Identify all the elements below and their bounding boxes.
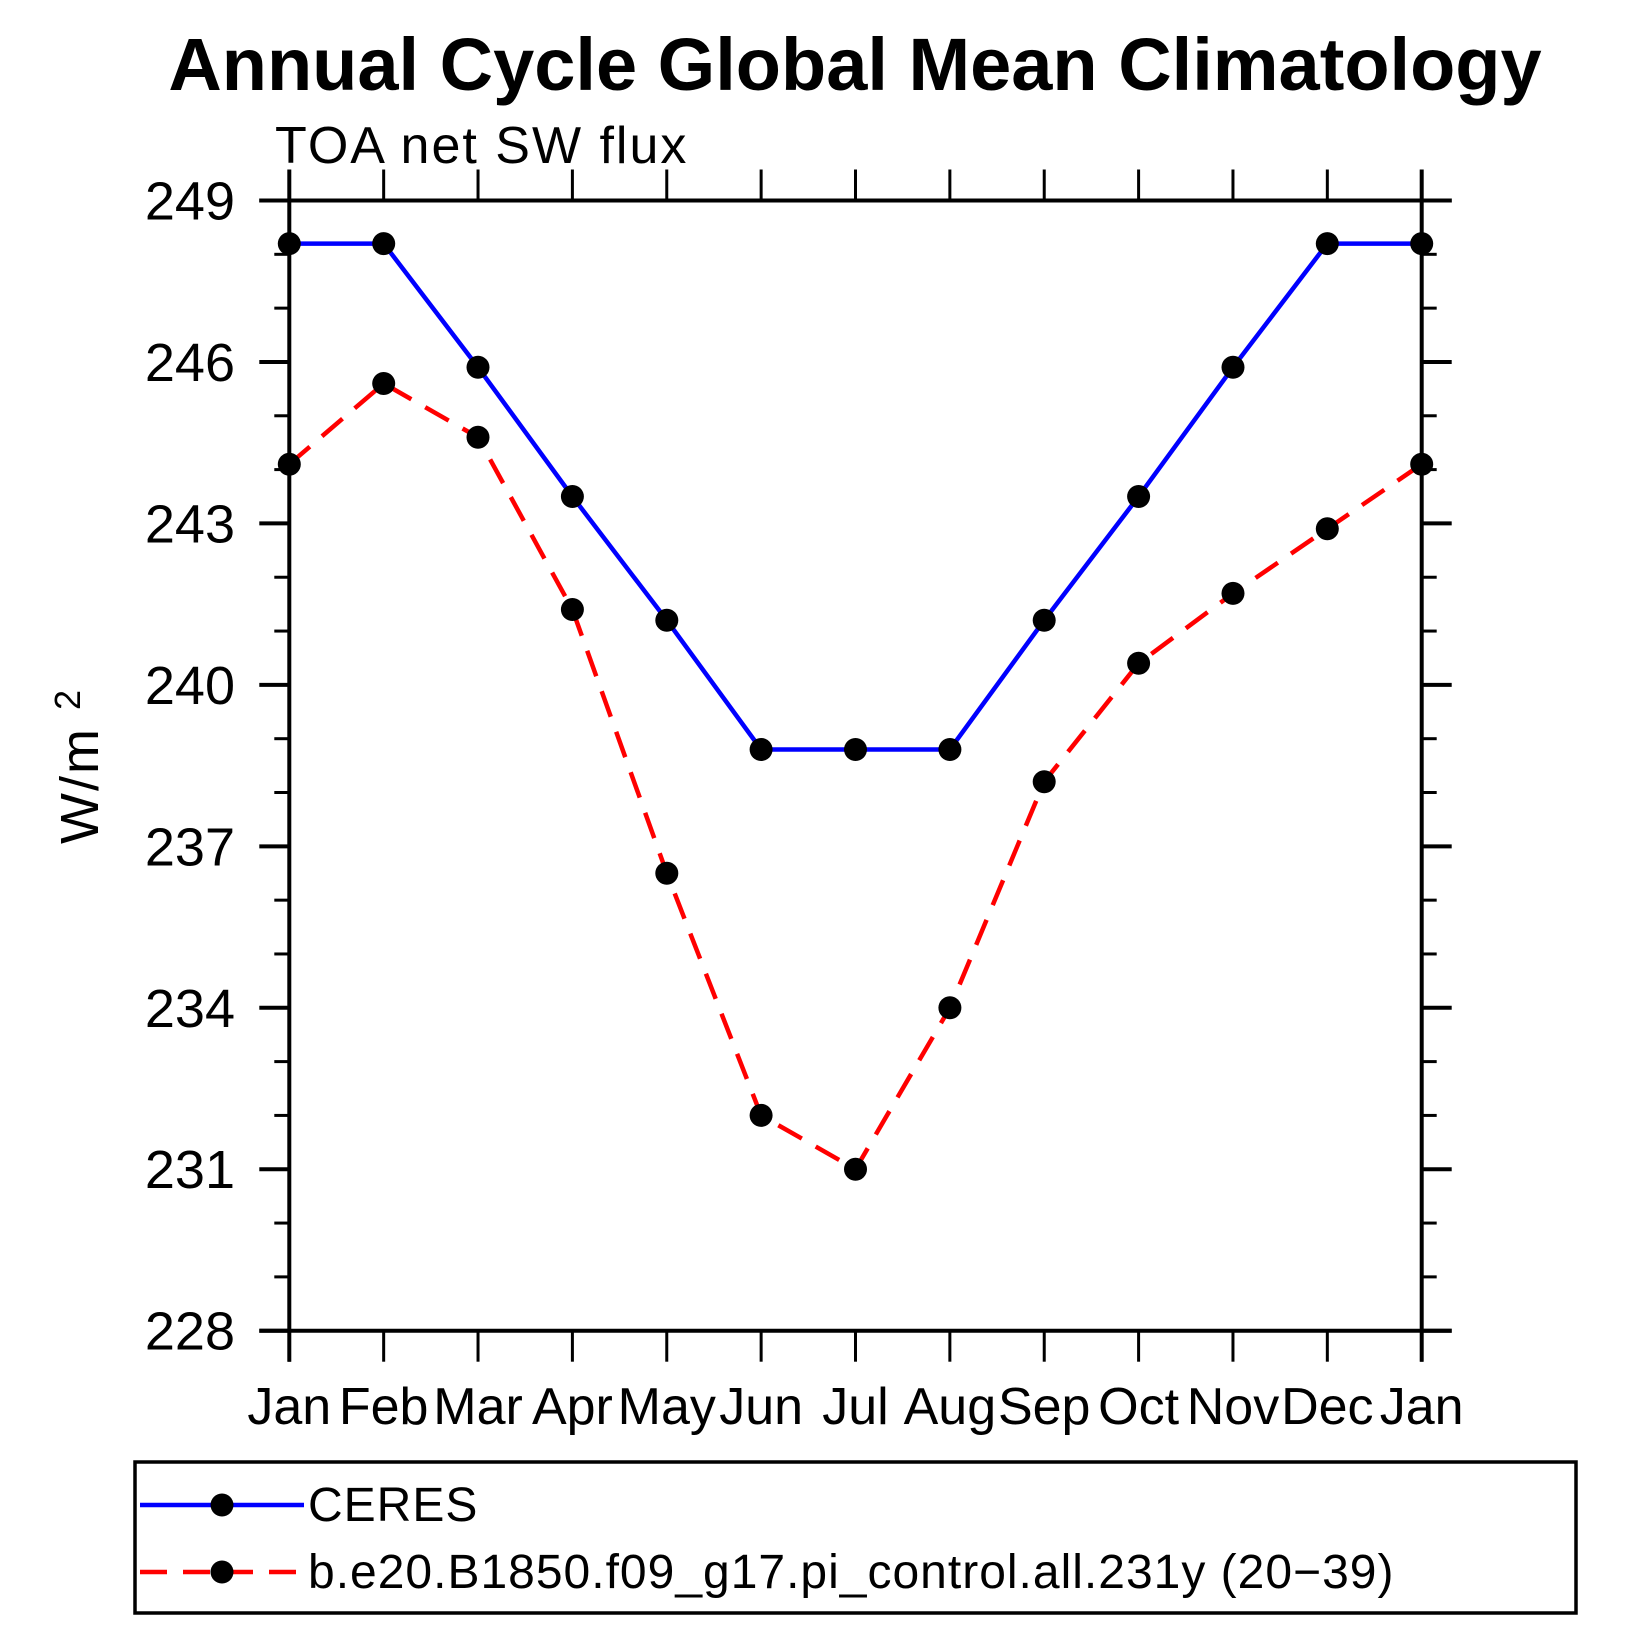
data-point-marker (1410, 232, 1434, 256)
chart-title: Annual Cycle Global Mean Climatology (168, 23, 1541, 106)
data-point-marker (1221, 355, 1245, 379)
x-tick-label: Mar (433, 1378, 523, 1436)
y-tick-label: 234 (145, 979, 235, 1039)
data-point-marker (466, 425, 490, 449)
series-line-0 (289, 241, 1422, 752)
x-tick-label: Dec (1281, 1378, 1373, 1436)
data-point-marker (844, 738, 867, 761)
x-tick-label: Jan (247, 1378, 331, 1436)
y-tick-label: 243 (145, 494, 235, 554)
data-point-marker (749, 1103, 773, 1127)
data-point-marker (1032, 770, 1056, 794)
y-tick-label: 246 (145, 333, 235, 393)
data-point-marker (560, 485, 584, 508)
y-tick-label: 237 (145, 817, 235, 877)
y-tick-label: 231 (145, 1140, 235, 1200)
data-point-marker (844, 1157, 867, 1181)
data-point-marker (466, 355, 490, 379)
data-point-marker (372, 232, 396, 256)
data-point-marker (1127, 485, 1151, 508)
legend: CERES b.e20.B1850.f09_g17.pi_control.all… (133, 1460, 1578, 1615)
data-point-marker (1032, 608, 1056, 632)
legend-entry-ceres: CERES (140, 1479, 478, 1532)
data-point-marker (938, 996, 962, 1020)
y-tick-label: 249 (145, 172, 235, 232)
data-point-marker (277, 452, 301, 476)
x-tick-label: Apr (532, 1378, 613, 1436)
legend-marker-ceres (210, 1493, 234, 1517)
data-point-marker (1315, 517, 1339, 541)
axis-labels-layer: Jan Feb Mar Apr May Jun Jul Aug Sep Oct Nov Dec Jan2… (145, 172, 1464, 1437)
legend-label-model: b.e20.B1850.f09_g17.pi_control.all.231y … (308, 1546, 1394, 1599)
data-point-marker (749, 738, 773, 761)
y-tick-label: 240 (145, 656, 235, 716)
x-tick-label: Jun (719, 1378, 803, 1436)
x-tick-label: Jul (822, 1378, 888, 1436)
legend-entry-model: b.e20.B1850.f09_g17.pi_control.all.231y … (140, 1546, 1394, 1599)
y-tick-label: 228 (145, 1302, 235, 1362)
legend-label-ceres: CERES (308, 1479, 478, 1532)
data-point-marker (560, 598, 584, 621)
x-tick-label: Oct (1098, 1378, 1179, 1436)
series-layer (277, 232, 1434, 1181)
data-point-marker (1410, 452, 1434, 476)
data-point-marker (938, 738, 962, 761)
data-point-marker (1315, 232, 1339, 256)
data-point-marker (277, 232, 301, 256)
legend-marker-model (210, 1560, 234, 1584)
series-line-1 (287, 380, 1423, 1173)
x-tick-label: Aug (904, 1378, 997, 1436)
data-point-marker (1221, 581, 1245, 605)
x-tick-label: May (618, 1378, 716, 1436)
data-point-marker (372, 372, 396, 395)
legend-box (133, 1460, 1578, 1615)
chart-subtitle: TOA net SW flux (275, 117, 688, 175)
x-tick-label: Feb (339, 1378, 429, 1436)
data-point-marker (655, 861, 679, 885)
x-tick-label: Jan (1380, 1378, 1464, 1436)
y-axis-unit-exponent: 2 (47, 688, 88, 710)
axes-layer (259, 169, 1452, 1362)
y-axis-unit-base: W/m (50, 727, 110, 844)
data-point-marker (655, 608, 679, 632)
data-point-marker (1127, 651, 1151, 675)
x-tick-label: Nov (1187, 1378, 1279, 1436)
x-tick-label: Sep (998, 1378, 1091, 1436)
y-axis-unit-label: W/m 2 (47, 688, 110, 844)
